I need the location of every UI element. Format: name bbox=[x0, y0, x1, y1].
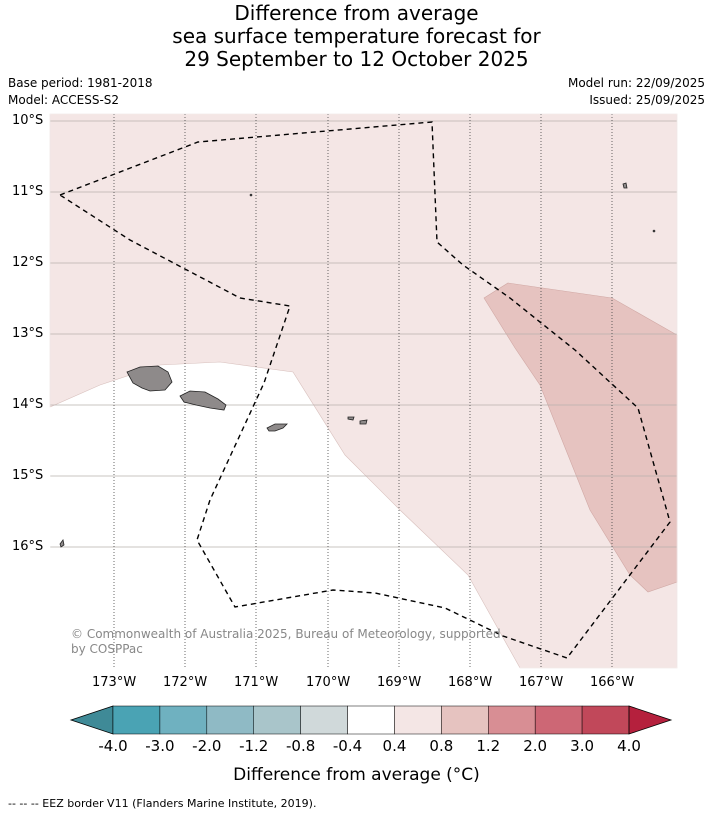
savaii-island bbox=[126, 365, 173, 392]
lat-label-11s: 11°S bbox=[12, 184, 44, 199]
colorbar-segment bbox=[441, 705, 489, 735]
lon-label-169w: 169°W bbox=[377, 675, 422, 690]
colorbar bbox=[69, 705, 673, 735]
colorbar-tick-label: 3.0 bbox=[570, 737, 595, 755]
atoll-north-dot bbox=[249, 193, 253, 197]
map-title-line-2: sea surface temperature forecast for bbox=[172, 24, 541, 48]
colorbar-tick-label: 2.0 bbox=[523, 737, 548, 755]
colorbar-segment bbox=[347, 705, 395, 735]
base-period-text: Base period: 1981-2018 bbox=[8, 76, 153, 90]
colorbar-segment bbox=[534, 705, 583, 735]
wallis-island-fragment bbox=[59, 539, 65, 548]
colorbar-tick-label: -2.0 bbox=[192, 737, 222, 755]
colorbar-tick-label: -3.0 bbox=[145, 737, 175, 755]
lon-label-166w: 166°W bbox=[590, 675, 635, 690]
colorbar-tick-label: 0.8 bbox=[429, 737, 454, 755]
colorbar-segment bbox=[206, 705, 254, 735]
lat-label-12s: 12°S bbox=[12, 255, 44, 270]
lat-label-14s: 14°S bbox=[12, 397, 44, 412]
colorbar-tick-label: 1.2 bbox=[476, 737, 501, 755]
latitude-gridlines bbox=[50, 120, 677, 548]
atoll-east-dot bbox=[652, 229, 656, 233]
ofu-olosega-island bbox=[347, 416, 355, 421]
colorbar-tick-label: 4.0 bbox=[617, 737, 641, 755]
lat-label-13s: 13°S bbox=[12, 326, 44, 341]
lon-label-171w: 171°W bbox=[234, 675, 279, 690]
tutuila-island bbox=[266, 423, 288, 432]
lon-label-172w: 172°W bbox=[163, 675, 208, 690]
colorbar-segment bbox=[253, 705, 301, 735]
lon-label-170w: 170°W bbox=[306, 675, 351, 690]
colorbar-segment bbox=[581, 705, 630, 735]
copyright-notice: © Commonwealth of Australia 2025, Bureau… bbox=[71, 627, 501, 656]
colorbar-tick-label: 0.4 bbox=[382, 737, 407, 755]
eez-footer-note: -- -- -- EEZ border V11 (Flanders Marine… bbox=[8, 797, 317, 810]
land-masses bbox=[59, 182, 656, 548]
lat-label-16s: 16°S bbox=[12, 539, 44, 554]
longitude-gridlines bbox=[113, 114, 613, 668]
model-run-text: Model run: 22/09/2025 bbox=[567, 76, 705, 90]
issued-text: Issued: 25/09/2025 bbox=[589, 93, 705, 107]
lon-label-173w: 173°W bbox=[92, 675, 137, 690]
map-title-line-1: Difference from average bbox=[234, 1, 479, 25]
anomaly-region-0-8-to-1-2 bbox=[483, 282, 678, 593]
colorbar-tick-label: -1.2 bbox=[239, 737, 269, 755]
map-frame bbox=[49, 113, 678, 669]
eez-borders bbox=[58, 121, 671, 659]
lon-label-168w: 168°W bbox=[448, 675, 493, 690]
upolu-island bbox=[179, 390, 227, 411]
tau-island bbox=[359, 419, 368, 425]
colorbar-segment bbox=[394, 705, 442, 735]
map-title-line-3: 29 September to 12 October 2025 bbox=[184, 47, 529, 71]
swains-island bbox=[622, 182, 628, 189]
colorbar-segment bbox=[488, 705, 536, 735]
eez-border-tokelau-samoa bbox=[58, 121, 671, 659]
colorbar-segment bbox=[300, 705, 348, 735]
colorbar-tick-label: -0.4 bbox=[332, 737, 363, 755]
colorbar-extend-high bbox=[628, 705, 673, 735]
lat-label-10s: 10°S bbox=[12, 113, 44, 128]
colorbar-tick-label: -0.8 bbox=[285, 737, 316, 755]
colorbar-tick-label: -4.0 bbox=[98, 737, 128, 755]
colorbar-title: Difference from average (°C) bbox=[233, 765, 480, 785]
colorbar-segment bbox=[112, 705, 161, 735]
colorbar-extend-low bbox=[69, 705, 114, 735]
colorbar-segment bbox=[159, 705, 208, 735]
lat-label-15s: 15°S bbox=[12, 468, 44, 483]
model-text: Model: ACCESS-S2 bbox=[8, 93, 120, 107]
lon-label-167w: 167°W bbox=[519, 675, 564, 690]
